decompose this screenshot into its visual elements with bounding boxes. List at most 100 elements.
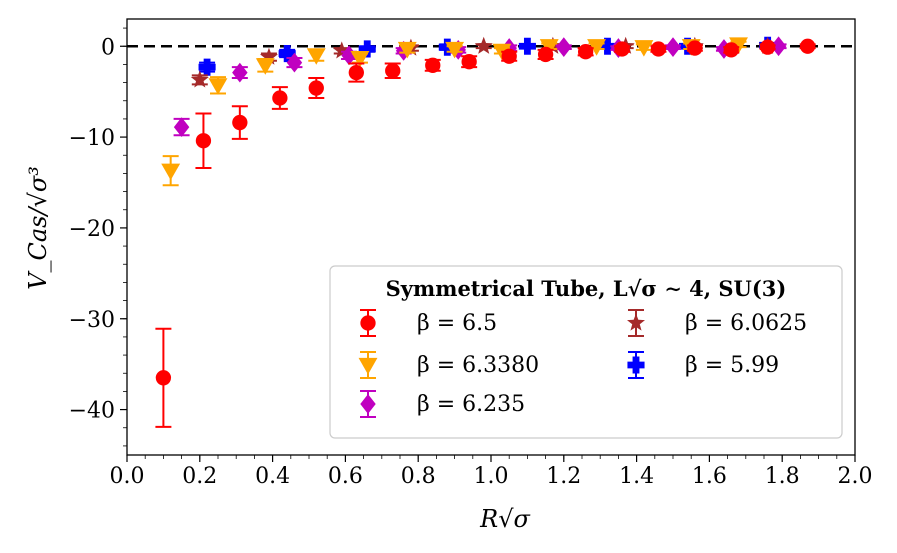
point-marker [650, 41, 667, 57]
point-marker [614, 41, 630, 57]
data-point [759, 39, 776, 55]
legend-marker [360, 394, 376, 414]
legend-title: Symmetrical Tube, L√σ ∼ 4, SU(3) [386, 276, 787, 301]
legend-entry-beta-6-3380: β = 6.3380 [358, 351, 539, 379]
point-marker [350, 50, 370, 68]
point-marker [341, 45, 357, 66]
data-point [155, 327, 172, 428]
data-point [173, 117, 190, 137]
point-marker [195, 133, 212, 149]
legend-entry-beta-5-99: β = 5.99 [627, 351, 779, 379]
data-point [614, 41, 631, 57]
point-marker [397, 41, 417, 59]
point-marker [208, 78, 228, 95]
legend-label: β = 6.3380 [417, 353, 539, 378]
legend-entry-beta-6-0625: β = 6.0625 [627, 309, 807, 337]
x-tick-label: 2.0 [838, 464, 873, 489]
legend: Symmetrical Tube, L√σ ∼ 4, SU(3) β = 6.5… [329, 265, 843, 439]
data-point [198, 58, 216, 76]
y-tick-label: −30 [69, 308, 115, 333]
point-marker [348, 64, 364, 81]
point-marker [358, 40, 376, 58]
point-marker [232, 114, 248, 131]
data-point [501, 48, 518, 64]
x-tick-label: 1.6 [692, 464, 727, 489]
point-marker [332, 41, 351, 59]
point-marker [759, 39, 776, 55]
x-tick-label: 0.0 [110, 464, 145, 489]
y-tick-label: 0 [101, 35, 115, 60]
y-tick-label: −20 [69, 217, 115, 242]
point-marker [155, 370, 172, 386]
data-point [348, 62, 365, 83]
point-marker [445, 41, 465, 59]
point-marker [634, 40, 654, 57]
data-point [231, 105, 248, 140]
legend-marker [627, 356, 645, 374]
legend-label: β = 5.99 [685, 353, 779, 378]
axes: 0.0 0.2 0.4 0.6 0.8 1.0 1.2 1.4 1.6 1.8 2.0 0 −10 −20… [69, 18, 873, 489]
point-marker [306, 48, 326, 65]
point-marker [308, 80, 324, 96]
x-tick-label: 0.4 [255, 464, 290, 489]
point-marker [461, 54, 477, 70]
y-tick-label: −40 [69, 399, 115, 424]
data-point [650, 41, 667, 57]
point-marker [665, 37, 681, 58]
point-marker [577, 44, 594, 60]
data-point [555, 37, 572, 58]
data-point [799, 38, 816, 54]
point-marker [800, 38, 816, 54]
point-marker [272, 90, 288, 106]
point-marker [723, 42, 739, 58]
data-point [665, 37, 681, 58]
data-marks [155, 36, 816, 428]
data-point [161, 155, 181, 187]
data-point [308, 77, 325, 100]
data-point [461, 54, 478, 70]
point-marker [539, 39, 559, 56]
data-point [271, 86, 288, 110]
point-marker [278, 44, 296, 63]
legend-entry-beta-6-235: β = 6.235 [360, 390, 525, 418]
point-marker [259, 47, 278, 65]
y-tick-label: −10 [69, 126, 115, 151]
data-point [255, 57, 275, 75]
point-marker [425, 57, 441, 73]
data-point [587, 39, 607, 56]
point-marker [556, 37, 572, 58]
point-marker [770, 36, 787, 57]
x-tick-label: 0.6 [328, 464, 363, 489]
legend-entry-beta-6-5: β = 6.5 [360, 309, 497, 337]
point-marker [518, 37, 536, 55]
data-point [231, 62, 248, 83]
y-axis-title: V_Cas/√σ³ [24, 166, 52, 290]
data-point [474, 36, 493, 54]
point-marker [598, 37, 617, 55]
data-point [723, 42, 740, 58]
data-point [445, 41, 465, 59]
x-tick-label: 0.8 [401, 464, 436, 489]
point-marker [537, 46, 554, 63]
legend-marker [360, 315, 376, 331]
data-point [397, 41, 417, 59]
point-marker [474, 36, 493, 54]
point-marker [729, 37, 748, 54]
legend-label: β = 6.5 [417, 311, 497, 336]
series-beta-6-5 [155, 38, 816, 428]
x-tick-label: 1.4 [619, 464, 654, 489]
legend-label: β = 6.235 [417, 392, 525, 417]
data-point [190, 70, 209, 88]
data-point [306, 48, 326, 65]
x-tick-label: 1.8 [765, 464, 800, 489]
point-marker [232, 62, 248, 83]
data-point [195, 112, 212, 169]
point-marker [687, 40, 703, 56]
point-marker [501, 48, 517, 64]
point-marker [587, 39, 607, 56]
x-axis-title: R√σ [479, 505, 530, 533]
data-point [537, 46, 554, 63]
data-point [686, 40, 703, 56]
point-marker [198, 58, 216, 76]
